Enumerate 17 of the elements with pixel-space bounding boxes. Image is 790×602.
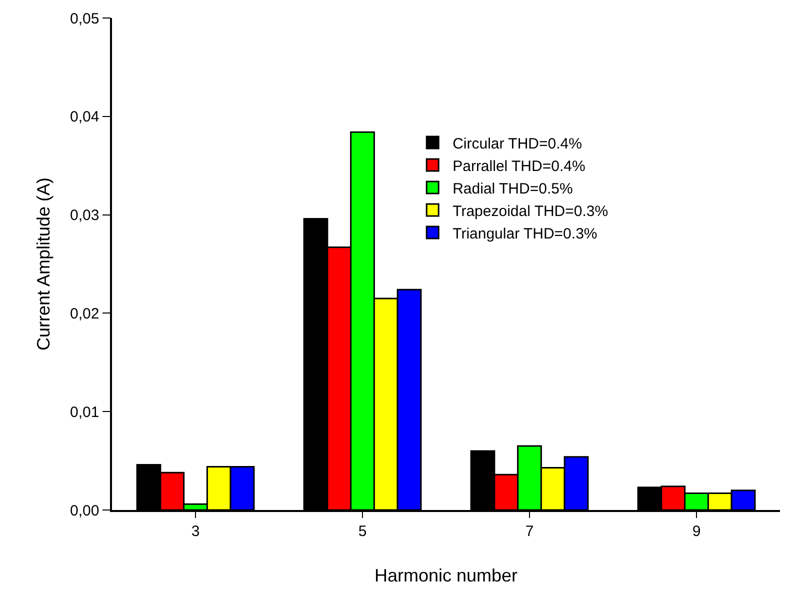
legend-label: Radial THD=0.5%	[452, 180, 573, 198]
legend-label: Circular THD=0.4%	[452, 135, 582, 152]
y-tick-label: 0,00	[70, 502, 100, 520]
y-tick-label: 0,01	[70, 404, 100, 421]
legend-label: Triangular THD=0.3%	[452, 225, 598, 242]
x-tick-label: 9	[692, 522, 701, 540]
x-tick-label: 3	[191, 522, 200, 540]
x-tick-label: 5	[358, 522, 367, 540]
legend-label: Parrallel THD=0.4%	[452, 158, 586, 175]
y-tick-label: 0,04	[70, 108, 100, 126]
y-axis-title: Current Amplitude (A)	[34, 177, 54, 351]
x-axis-title: Harmonic number	[374, 565, 518, 586]
y-tick-label: 0,02	[70, 305, 100, 322]
legend-label: Trapezoidal THD=0.3%	[452, 202, 608, 220]
y-tick-label: 0,05	[70, 10, 100, 28]
x-tick-label: 7	[525, 522, 534, 540]
y-tick-label: 0,03	[70, 207, 100, 224]
